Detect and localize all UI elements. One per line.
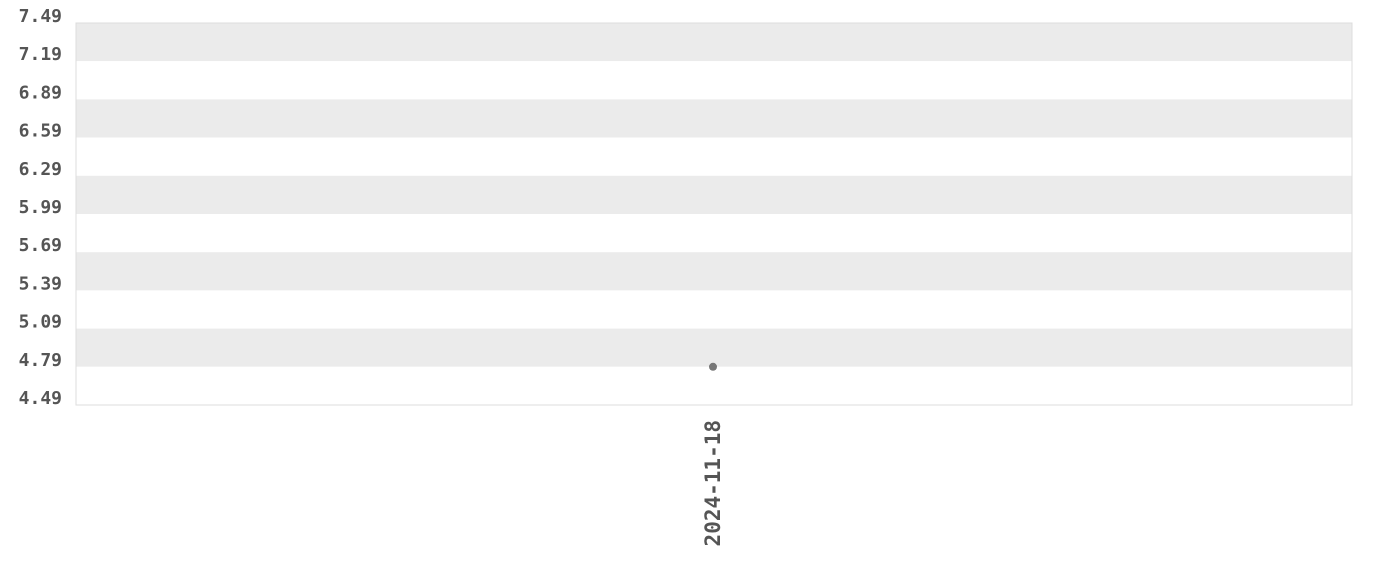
data-points	[709, 362, 717, 371]
y-tick-label: 5.39	[19, 273, 62, 294]
grid-band	[76, 366, 1352, 405]
background-bands	[76, 23, 1352, 405]
y-tick-label: 5.99	[19, 197, 62, 218]
x-axis-ticks: 2024-11-18	[701, 420, 725, 546]
y-tick-label: 7.19	[19, 44, 62, 65]
y-tick-label: 6.59	[19, 121, 62, 142]
y-axis-ticks: 7.49 7.19 6.89 6.59 6.29 5.99 5.69 5.39 5.09 4.79…	[19, 6, 62, 409]
y-tick-label: 6.29	[19, 159, 62, 180]
grid-band	[76, 175, 1352, 214]
grid-band	[76, 23, 1352, 62]
grid-band	[76, 252, 1352, 291]
data-point	[709, 362, 717, 371]
y-tick-label: 4.49	[19, 388, 62, 409]
plot-frame	[75, 22, 1353, 406]
grid-band	[76, 328, 1352, 367]
grid-band	[76, 137, 1352, 176]
grid-band	[76, 290, 1352, 329]
x-tick-label: 2024-11-18	[701, 420, 725, 546]
y-tick-label: 5.69	[19, 235, 62, 256]
y-tick-label: 6.89	[19, 82, 62, 103]
grid-band	[76, 61, 1352, 100]
grid-band	[76, 214, 1352, 253]
y-tick-label: 7.49	[19, 6, 62, 27]
y-tick-label: 5.09	[19, 312, 62, 333]
y-tick-label: 4.79	[19, 350, 62, 371]
grid-band	[76, 99, 1352, 138]
